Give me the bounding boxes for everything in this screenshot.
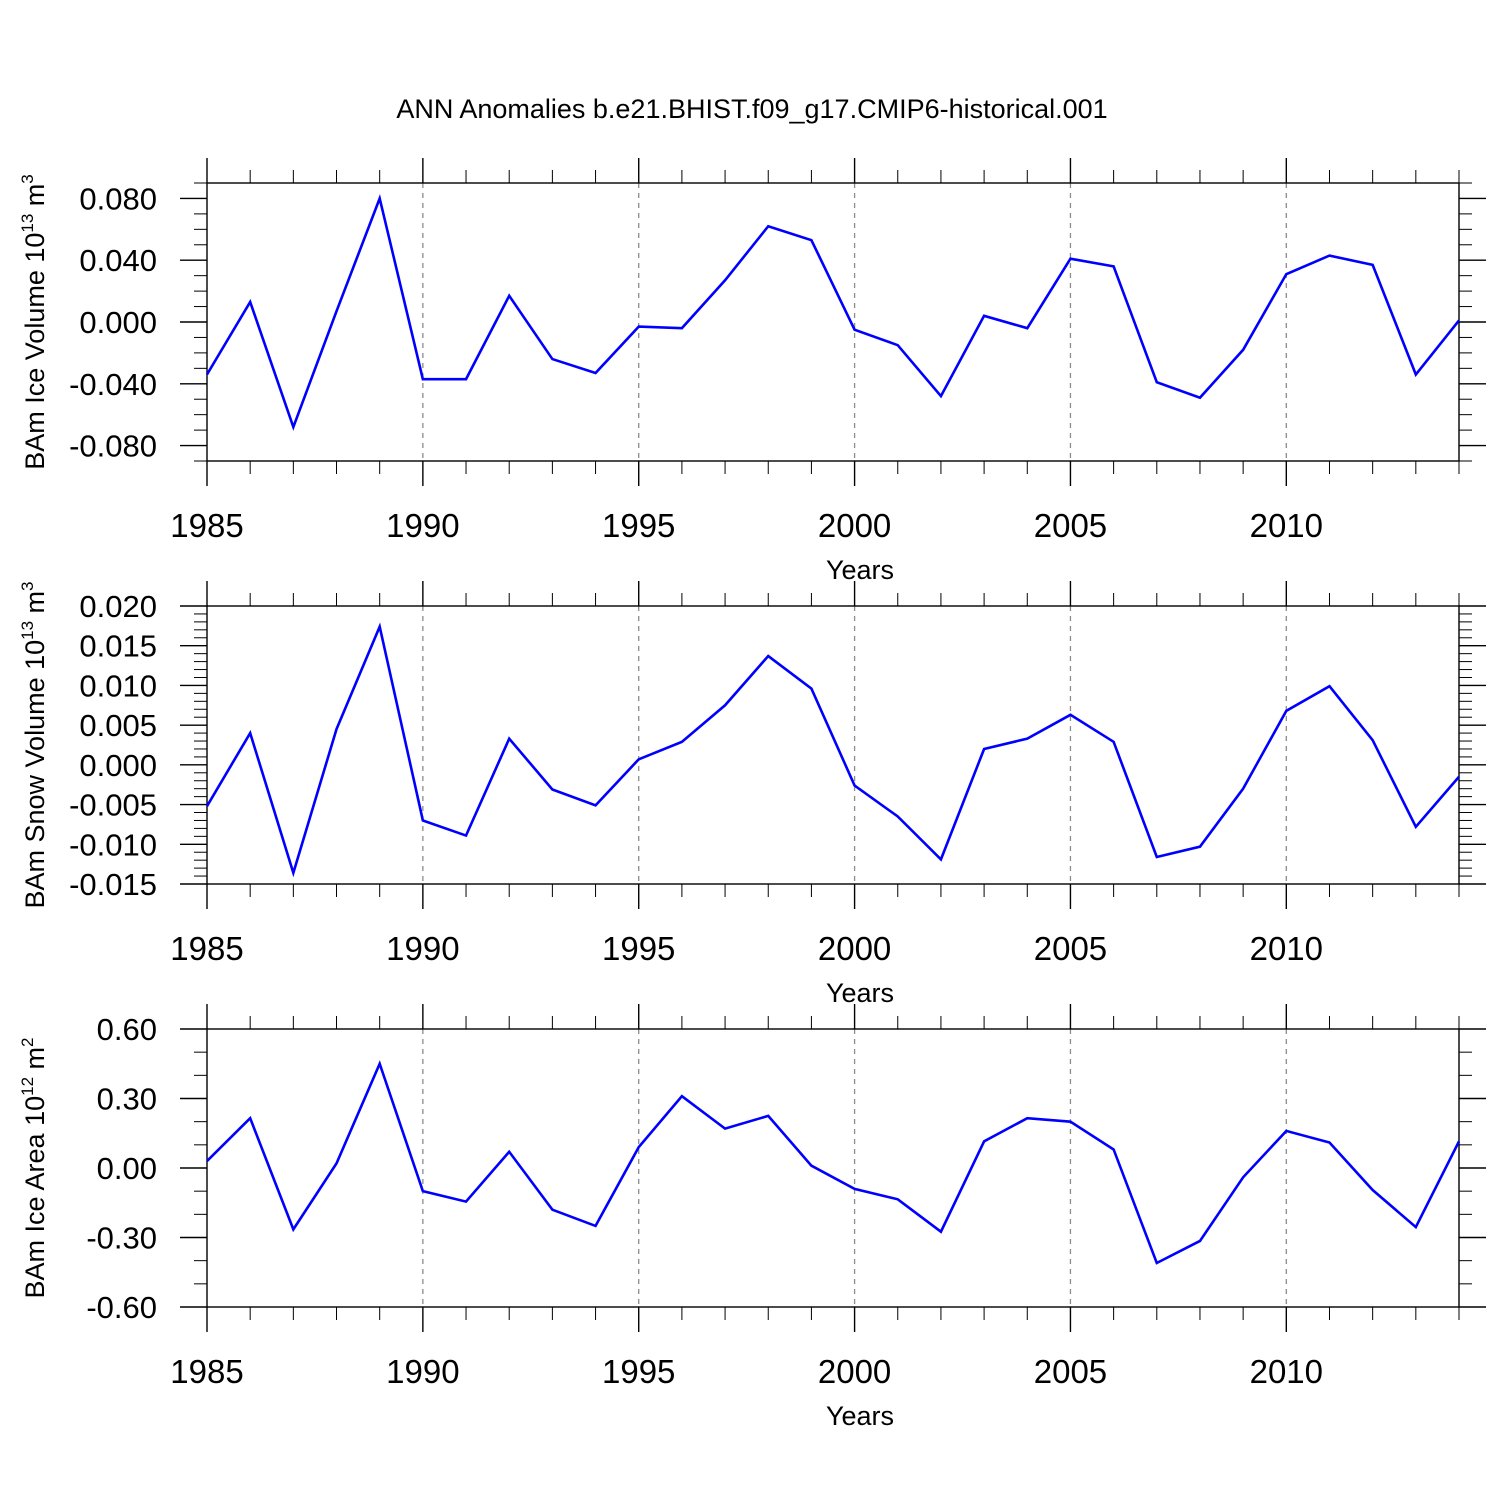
y-tick-label: -0.30: [86, 1221, 157, 1256]
y-axis-title-exponent: 13: [18, 621, 37, 640]
y-tick-label: 0.015: [79, 629, 157, 664]
x-tick-label: 2000: [818, 507, 891, 544]
y-axis-title-exponent: 12: [18, 1077, 37, 1096]
x-axis-title: Years: [826, 1401, 894, 1431]
y-tick-label: 0.040: [79, 243, 157, 278]
x-tick-label: 2000: [818, 930, 891, 967]
y-tick-label: 0.000: [79, 748, 157, 783]
chart-panel-1: 1985 1990 1995 2000 2005 2010 -0.080 -0.040 0.00…: [18, 158, 1486, 585]
y-tick-label: 0.005: [79, 708, 157, 743]
y-axis-title-unit-exponent: 2: [18, 1038, 37, 1047]
x-tick-label: 2005: [1034, 507, 1107, 544]
y-tick-label: -0.040: [69, 367, 157, 402]
x-tick-label: 1990: [386, 930, 459, 967]
plot-frame: [206, 605, 1460, 885]
y-axis-title-unit-exponent: 3: [18, 174, 37, 183]
x-tick-label: 1990: [386, 507, 459, 544]
y-tick-label: -0.60: [86, 1290, 157, 1325]
chart-panel-3: 1985 1990 1995 2000 2005 2010 -0.60 -0.30 0.00 0.…: [18, 1004, 1486, 1431]
x-tick-label: 1990: [386, 1353, 459, 1390]
y-axis-title-unit: m: [20, 184, 50, 214]
x-tick-label: 2010: [1250, 930, 1323, 967]
y-axis-title-unit: m: [20, 591, 50, 621]
x-tick-label: 1985: [170, 507, 243, 544]
y-axis-title-exponent: 13: [18, 214, 37, 233]
x-tick-label: 1995: [602, 1353, 675, 1390]
x-tick-label: 2010: [1250, 1353, 1323, 1390]
y-tick-label: 0.080: [79, 181, 157, 216]
main-title: ANN Anomalies b.e21.BHIST.f09_g17.CMIP6-…: [396, 94, 1107, 124]
x-tick-label: 2000: [818, 1353, 891, 1390]
y-tick-label: 0.020: [79, 589, 157, 624]
plot-frame: [206, 1028, 1460, 1308]
y-tick-label: -0.080: [69, 429, 157, 464]
chart-panel-2: 1985 1990 1995 2000 2005 2010 -0.015 -0.010 -0.0…: [18, 581, 1486, 1008]
y-tick-label: -0.005: [69, 788, 157, 823]
x-tick-label: 1995: [602, 930, 675, 967]
y-axis-title: BAm Ice Area 1012 m2: [18, 1038, 50, 1299]
y-axis-title-unit-exponent: 3: [18, 581, 37, 590]
series-line: [205, 622, 1460, 878]
y-axis-title: BAm Ice Volume 1013 m3: [18, 174, 50, 470]
series-line: [206, 1060, 1461, 1265]
y-axis-title-text: BAm Snow Volume 10: [20, 640, 50, 909]
y-tick-label: 0.000: [79, 305, 157, 340]
x-axis-title: Years: [826, 555, 894, 585]
x-tick-label: 2005: [1034, 930, 1107, 967]
x-tick-label: 2010: [1250, 507, 1323, 544]
y-axis-title: BAm Snow Volume 1013 m3: [18, 581, 50, 908]
y-tick-label: 0.00: [97, 1151, 157, 1186]
y-tick-label: 0.60: [97, 1012, 157, 1047]
x-tick-label: 1995: [602, 507, 675, 544]
x-axis-title: Years: [826, 978, 894, 1008]
y-tick-label: 0.30: [97, 1082, 157, 1117]
y-tick-label: -0.015: [69, 867, 157, 902]
y-tick-label: -0.010: [69, 827, 157, 862]
y-axis-title-unit: m: [20, 1047, 50, 1077]
chart-panels: 1985 1990 1995 2000 2005 2010 -0.080 -0.040 0.00…: [18, 158, 1486, 1431]
x-tick-label: 1985: [170, 1353, 243, 1390]
y-tick-label: 0.010: [79, 668, 157, 703]
y-axis-title-text: BAm Ice Area 10: [20, 1096, 50, 1299]
x-tick-label: 2005: [1034, 1353, 1107, 1390]
y-axis-title-text: BAm Ice Volume 10: [20, 233, 50, 470]
x-tick-label: 1985: [170, 930, 243, 967]
series-line: [205, 194, 1461, 431]
plot-frame: [206, 182, 1460, 462]
